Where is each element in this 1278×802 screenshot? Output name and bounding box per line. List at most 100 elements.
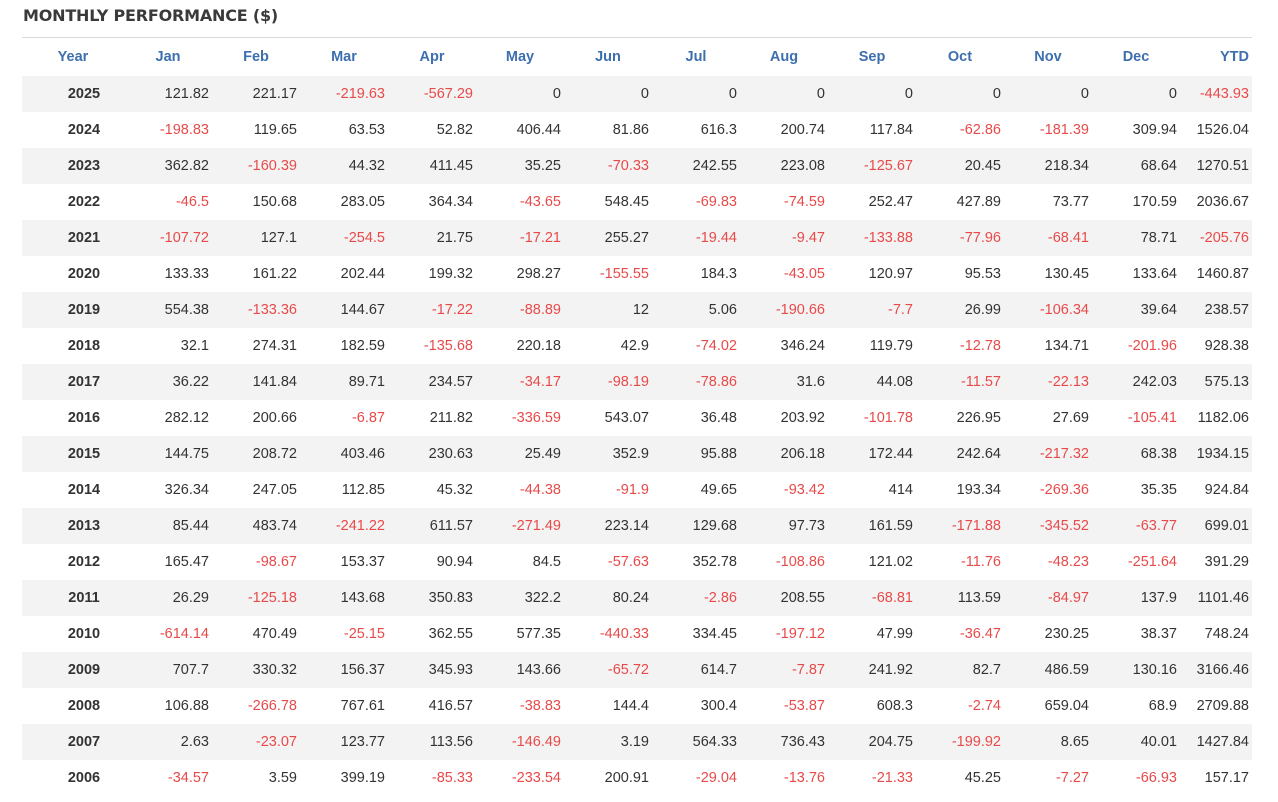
month-value-cell: -74.59	[783, 194, 825, 210]
month-value-cell: 220.18	[516, 338, 561, 354]
month-value-cell: -125.18	[247, 590, 297, 606]
month-value-cell: -135.68	[423, 338, 473, 354]
month-value-cell: 548.45	[604, 194, 649, 210]
year-cell: 2023	[67, 158, 101, 174]
table-row: 2025 121.82 221.17 -219.63 -567.29 0 0 0 0 0 0 0 0 -4…	[22, 76, 1252, 112]
month-value-cell: -241.22	[335, 518, 385, 534]
month-value-cell: 0	[904, 86, 913, 102]
ytd-cell: 1101.46	[1197, 590, 1249, 606]
ytd-cell: 2709.88	[1196, 698, 1249, 714]
month-value-cell: 226.95	[956, 410, 1001, 426]
ytd-cell: 699.01	[1204, 518, 1249, 534]
month-value-cell: 346.24	[780, 338, 825, 354]
column-header-jan: Jan	[155, 49, 181, 65]
month-value-cell: 130.45	[1044, 266, 1089, 282]
month-value-cell: 230.63	[428, 446, 473, 462]
month-value-cell: -269.36	[1039, 482, 1089, 498]
month-value-cell: 403.46	[340, 446, 385, 462]
table-row: 2021 -107.72 127.1 -254.5 21.75 -17.21 255.27 -…	[22, 220, 1252, 256]
month-value-cell: 130.16	[1132, 662, 1177, 678]
month-value-cell: 255.27	[604, 230, 649, 246]
month-value-cell: -219.63	[335, 86, 385, 102]
month-value-cell: 352.78	[692, 554, 737, 570]
column-header-oct: Oct	[947, 49, 973, 65]
month-value-cell: -91.9	[615, 482, 649, 498]
table-row: 2018 32.1 274.31 182.59 -135.68 220.18 42.9 -74…	[22, 328, 1252, 364]
month-value-cell: -17.22	[431, 302, 473, 318]
table-row: 2009 707.7 330.32 156.37 345.93 143.66 -65.72 6…	[22, 652, 1252, 688]
month-value-cell: -233.54	[511, 770, 561, 786]
month-value-cell: 616.3	[700, 122, 737, 138]
ytd-cell: 575.13	[1204, 374, 1249, 390]
month-value-cell: -68.81	[871, 590, 913, 606]
month-value-cell: 208.72	[252, 446, 297, 462]
column-header-aug: Aug	[769, 49, 799, 65]
column-header-apr: Apr	[419, 49, 445, 65]
month-value-cell: -25.15	[343, 626, 385, 642]
month-value-cell: 143.66	[516, 662, 561, 678]
table-row: 2023 362.82 -160.39 44.32 411.45 35.25 -70.33 2…	[22, 148, 1252, 184]
month-value-cell: -155.55	[599, 266, 649, 282]
month-value-cell: 49.65	[700, 482, 737, 498]
month-value-cell: 117.84	[869, 122, 913, 138]
month-value-cell: 32.1	[180, 338, 209, 354]
month-value-cell: 36.22	[172, 374, 209, 390]
month-value-cell: 8.65	[1060, 734, 1089, 750]
month-value-cell: 611.57	[429, 518, 473, 534]
month-value-cell: -23.07	[255, 734, 297, 750]
month-value-cell: -251.64	[1127, 554, 1177, 570]
month-value-cell: -614.14	[159, 626, 209, 642]
month-value-cell: 89.71	[348, 374, 385, 390]
ytd-cell: 391.29	[1204, 554, 1249, 570]
month-value-cell: 106.88	[164, 698, 209, 714]
month-value-cell: -197.12	[775, 626, 825, 642]
month-value-cell: 141.84	[252, 374, 297, 390]
month-value-cell: 85.44	[172, 518, 209, 534]
month-value-cell: 153.37	[340, 554, 385, 570]
month-value-cell: 767.61	[340, 698, 385, 714]
month-value-cell: 144.67	[340, 302, 385, 318]
month-value-cell: -68.41	[1047, 230, 1089, 246]
ytd-cell: 928.38	[1204, 338, 1249, 354]
month-value-cell: 12	[632, 302, 649, 318]
year-cell: 2017	[67, 374, 101, 390]
month-value-cell: -34.57	[167, 770, 209, 786]
column-header-ytd: YTD	[1220, 49, 1249, 65]
month-value-cell: 247.05	[252, 482, 297, 498]
table-row: 2022 -46.5 150.68 283.05 364.34 -43.65 548.45 -…	[22, 184, 1252, 220]
table-row: 2024 -198.83 119.65 63.53 52.82 406.44 81.86 61…	[22, 112, 1252, 148]
month-value-cell: 127.1	[260, 230, 297, 246]
month-value-cell: 44.32	[348, 158, 385, 174]
ytd-cell: 238.57	[1204, 302, 1249, 318]
table-row: 2016 282.12 200.66 -6.87 211.82 -336.59 543.07…	[22, 400, 1252, 436]
month-value-cell: 554.38	[164, 302, 209, 318]
year-cell: 2020	[67, 266, 101, 282]
month-value-cell: -440.33	[599, 626, 649, 642]
month-value-cell: -38.83	[519, 698, 561, 714]
table-body: 2025 121.82 221.17 -219.63 -567.29 0 0 0 0 0 0 0 0 -4…	[22, 76, 1252, 796]
month-value-cell: 200.91	[604, 770, 649, 786]
month-value-cell: 2.63	[180, 734, 209, 750]
month-value-cell: 334.45	[692, 626, 737, 642]
month-value-cell: 82.7	[972, 662, 1001, 678]
month-value-cell: 0	[1168, 86, 1177, 102]
table-row: 2013 85.44 483.74 -241.22 611.57 -271.49 223.1…	[22, 508, 1252, 544]
month-value-cell: 309.94	[1132, 122, 1177, 138]
column-header-year: Year	[57, 49, 89, 65]
month-value-cell: 206.18	[780, 446, 825, 462]
month-value-cell: 230.25	[1044, 626, 1089, 642]
ytd-cell: 1460.87	[1196, 266, 1249, 282]
month-value-cell: 241.92	[868, 662, 913, 678]
month-value-cell: 144.4	[612, 698, 649, 714]
month-value-cell: -198.83	[159, 122, 209, 138]
month-value-cell: 184.3	[700, 266, 737, 282]
month-value-cell: -36.47	[959, 626, 1001, 642]
month-value-cell: 112.85	[341, 482, 385, 498]
year-cell: 2025	[67, 86, 101, 102]
ytd-cell: 1182.06	[1197, 410, 1249, 426]
month-value-cell: -7.27	[1055, 770, 1089, 786]
month-value-cell: 123.77	[340, 734, 385, 750]
ytd-cell: -443.93	[1199, 86, 1249, 102]
month-value-cell: -266.78	[247, 698, 297, 714]
month-value-cell: 45.25	[964, 770, 1001, 786]
